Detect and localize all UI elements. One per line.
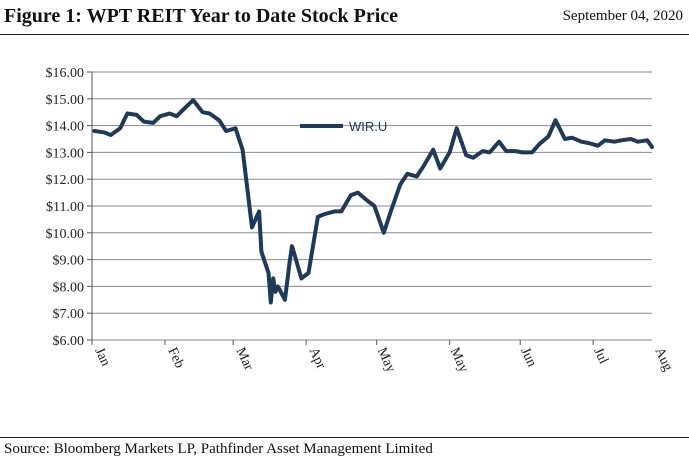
x-tick-label: May (374, 345, 398, 375)
x-tick-label: Apr (305, 345, 328, 371)
report-date: September 04, 2020 (562, 8, 683, 24)
y-axis: $6.00 $7.00 $8.00 $9.00 $10.00 $11.00 $12.00 $1… (46, 66, 93, 349)
x-tick-label: Mar (233, 345, 257, 373)
x-tick-label: Feb (164, 345, 186, 370)
stock-price-chart: $6.00 $7.00 $8.00 $9.00 $10.00 $11.00 $12.00 $1… (46, 66, 676, 375)
x-axis: Jan Feb Mar Apr May May Jun Jul Aug (91, 340, 675, 375)
series-line-wir-u (92, 98, 654, 305)
y-tick-label: $14.00 (46, 120, 85, 135)
legend-label-wir-u: WIR.U (349, 119, 387, 134)
y-tick-label: $9.00 (53, 254, 85, 269)
x-tick-label: May (447, 345, 471, 375)
y-tick-label: $11.00 (46, 200, 84, 215)
header-divider (0, 34, 689, 35)
y-tick-label: $12.00 (46, 173, 85, 188)
y-tick-label: $10.00 (46, 227, 85, 242)
y-tick-label: $7.00 (53, 307, 85, 322)
y-tick-label: $13.00 (46, 146, 85, 161)
chart-legend: WIR.U (300, 119, 387, 134)
x-tick-label: Jul (590, 345, 611, 366)
y-tick-label: $16.00 (46, 66, 85, 81)
y-tick-label: $8.00 (53, 280, 85, 295)
x-tick-label: Jan (91, 345, 112, 368)
source-note: Source: Bloomberg Markets LP, Pathfinder… (4, 441, 433, 457)
footer-divider (0, 437, 689, 438)
gridlines (92, 71, 652, 341)
y-tick-label: $15.00 (46, 93, 85, 108)
figure-title: Figure 1: WPT REIT Year to Date Stock Pr… (4, 5, 399, 27)
figure-header: Figure 1: WPT REIT Year to Date Stock Pr… (0, 0, 689, 34)
x-tick-label: Jun (517, 345, 539, 369)
y-tick-label: $6.00 (53, 334, 85, 349)
x-tick-label: Aug (651, 345, 675, 373)
